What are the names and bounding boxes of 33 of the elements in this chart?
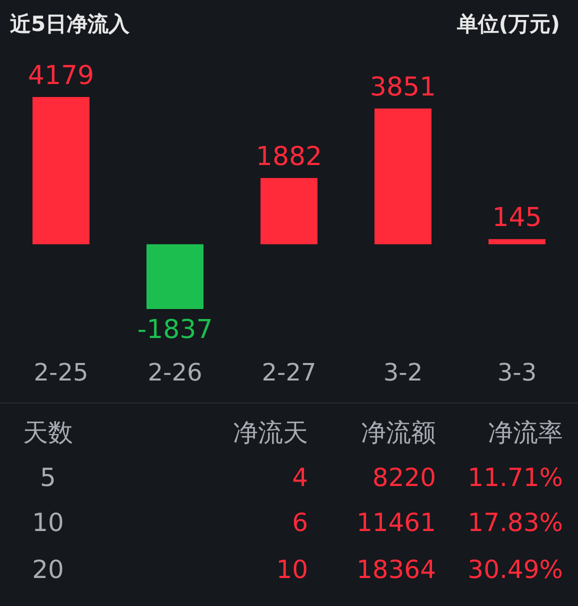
bar — [374, 108, 432, 244]
bar — [260, 178, 318, 244]
bar — [488, 239, 546, 244]
text: 20 — [32, 555, 64, 584]
text: 18364 — [356, 555, 436, 584]
data-label: 4179 — [28, 61, 94, 91]
text: 17.83% — [468, 508, 563, 537]
bar — [146, 244, 204, 309]
chart-subtitle: 单位(万元) — [456, 12, 560, 36]
text: 6 — [292, 508, 308, 537]
x-tick-label: 2-27 — [262, 358, 316, 386]
text: 天数 — [23, 418, 73, 447]
text: 净流天 — [233, 418, 308, 447]
data-label: 3851 — [370, 72, 436, 103]
data-label: 145 — [492, 203, 542, 234]
x-tick-label: 3-2 — [383, 358, 423, 386]
text: 净流额 — [361, 418, 436, 447]
text: 30.49% — [468, 555, 563, 584]
text: 4 — [292, 463, 308, 492]
data-label: -1837 — [137, 315, 213, 345]
bar — [32, 97, 90, 244]
data-label: 1882 — [256, 142, 322, 172]
chart-title: 近5日净流入 — [9, 12, 131, 36]
x-tick-label: 2-26 — [148, 358, 202, 386]
text: 10 — [32, 508, 64, 537]
x-tick-label: 3-3 — [497, 358, 537, 386]
x-tick-label: 2-25 — [34, 358, 88, 386]
text: 5 — [40, 463, 56, 492]
text: 10 — [276, 555, 308, 584]
text: 11461 — [356, 508, 436, 537]
text: 11.71% — [468, 463, 563, 492]
text: 8220 — [372, 463, 436, 492]
text: 净流率 — [488, 418, 563, 447]
